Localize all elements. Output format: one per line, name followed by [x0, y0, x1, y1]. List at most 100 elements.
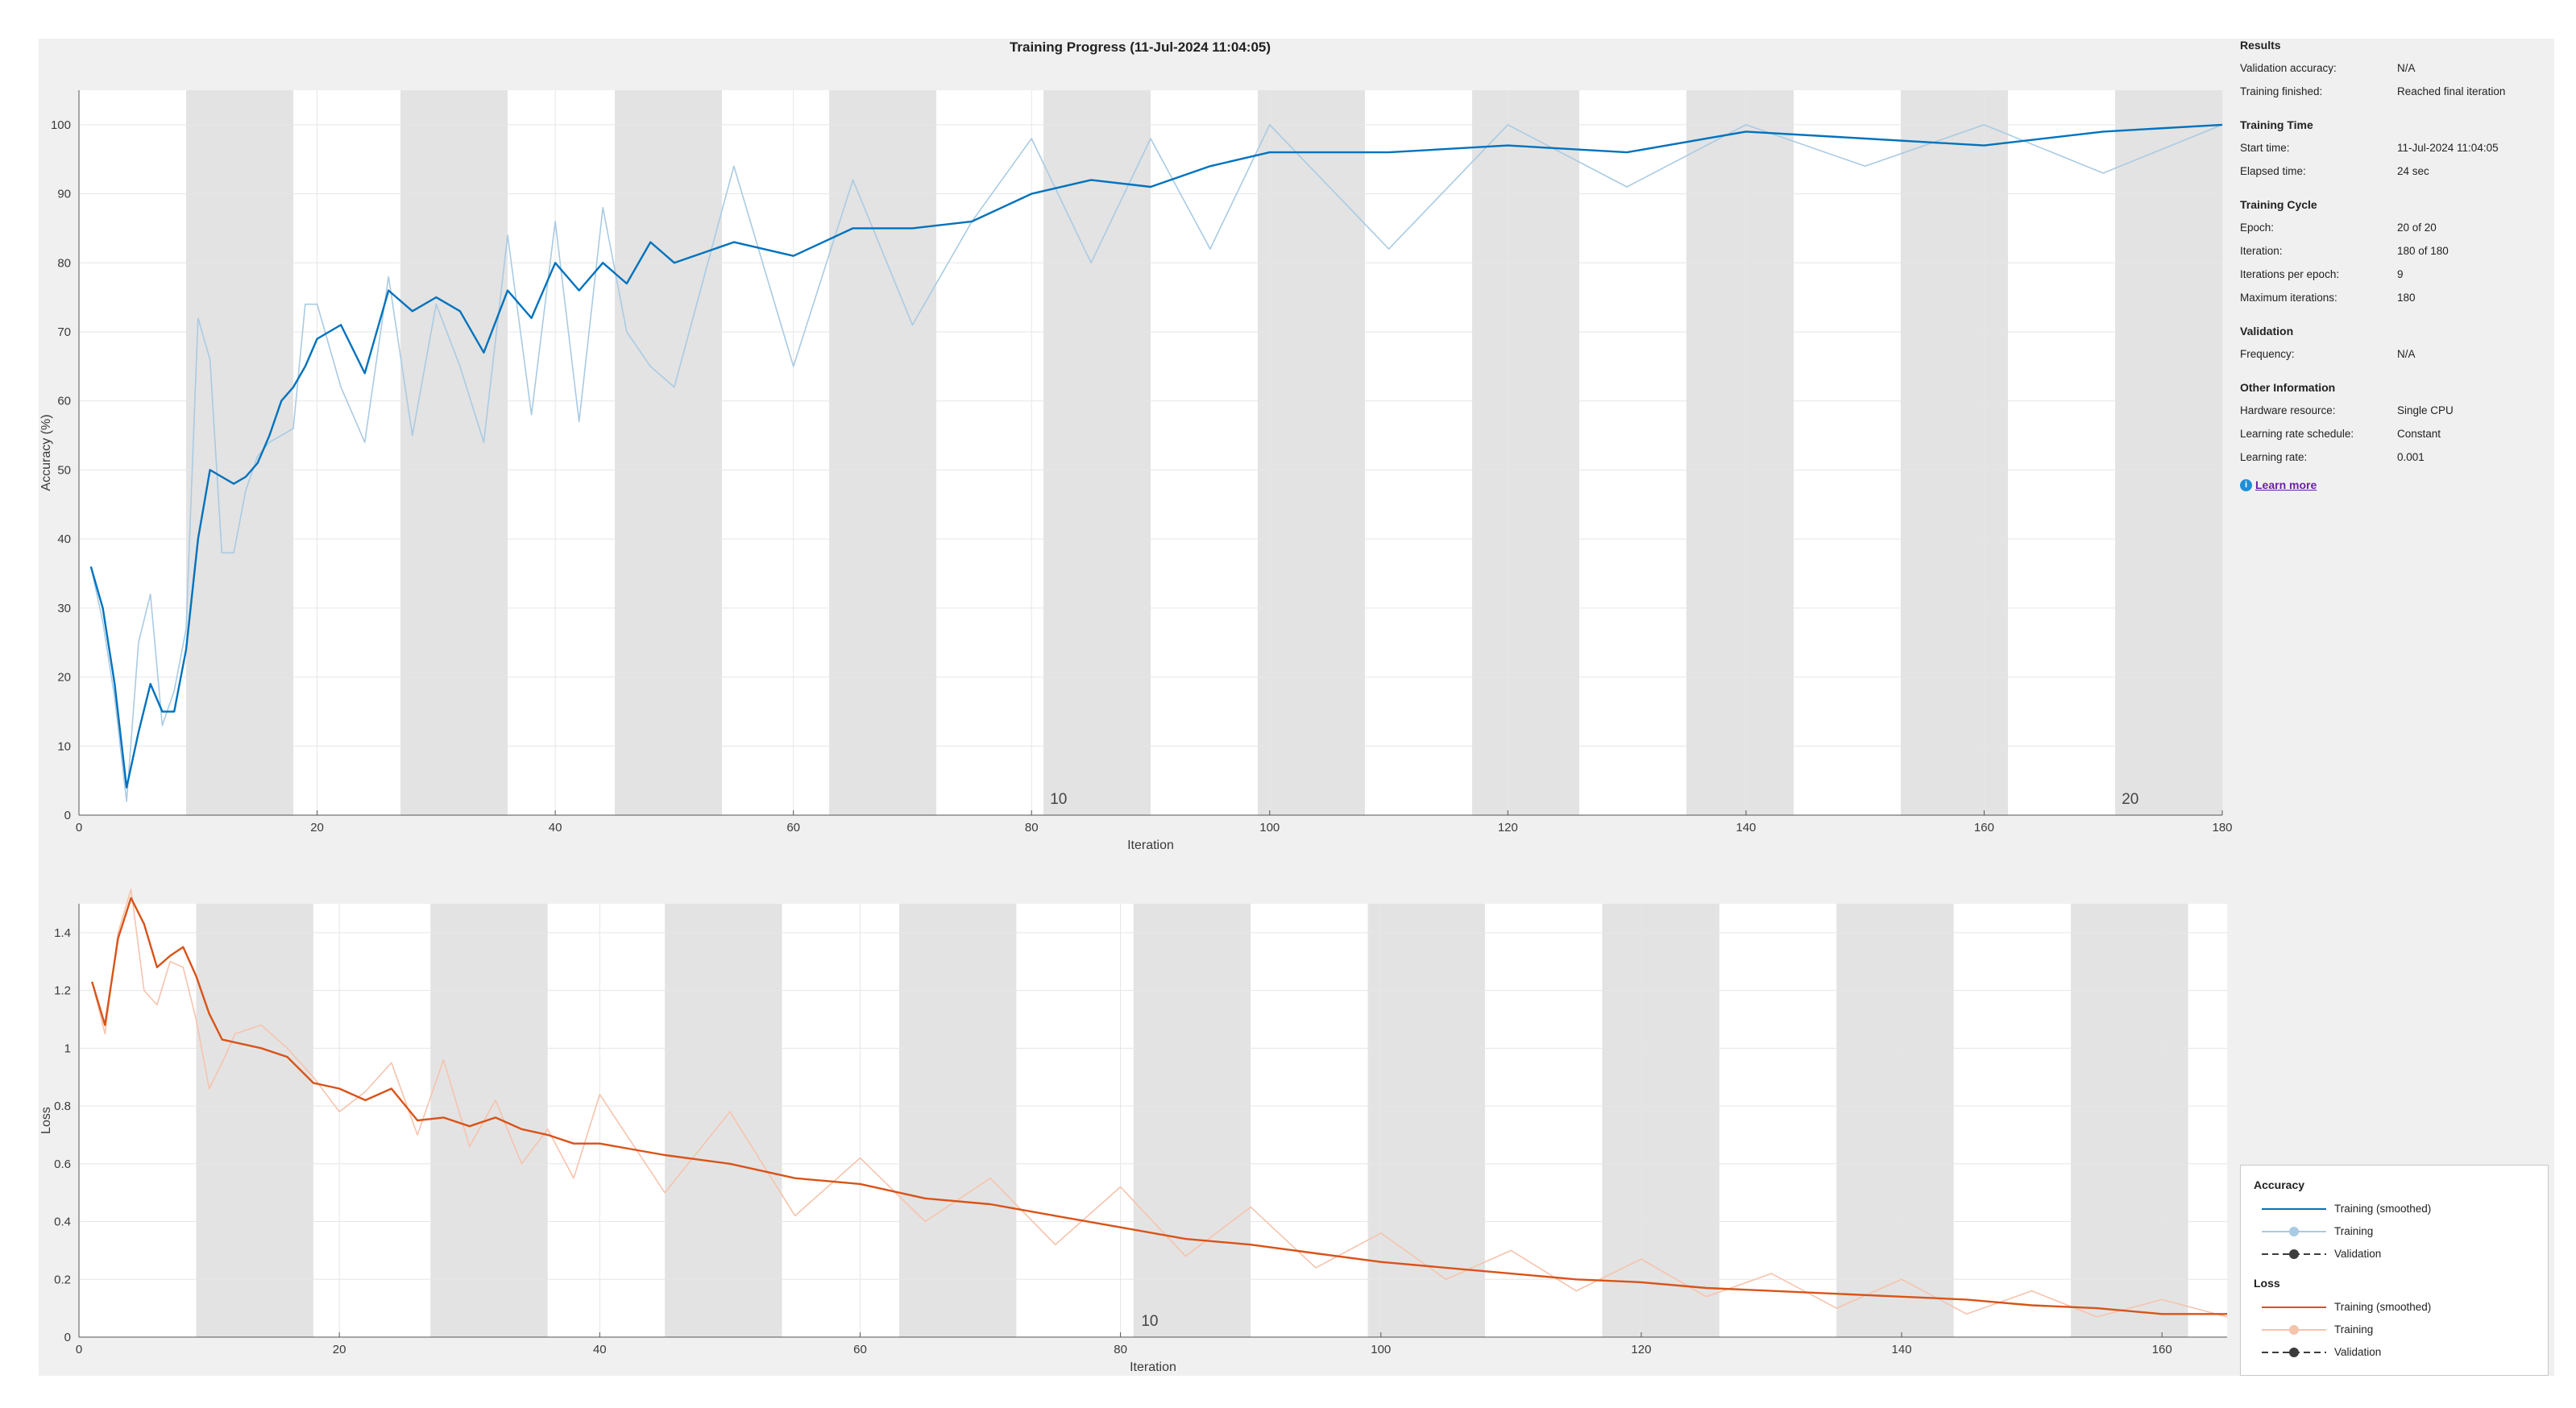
y-tick-label: 40	[57, 532, 71, 546]
legend-marker-swatch	[2262, 1227, 2326, 1236]
loss-training-smoothed-line	[91, 897, 2227, 1315]
epoch-band	[1602, 904, 1719, 1337]
info-label: Learning rate:	[2240, 451, 2308, 463]
x-tick-label: 160	[1974, 821, 1994, 834]
x-tick-label: 40	[549, 821, 562, 834]
learn-more-link-row: i Learn more	[2240, 478, 2317, 491]
legend-entry-label: Training (smoothed)	[2334, 1301, 2432, 1313]
epoch-band	[898, 904, 1017, 1337]
info-value: 11-Jul-2024 11:04:05	[2397, 142, 2499, 154]
epoch-band	[829, 90, 936, 815]
info-value: 20 of 20	[2397, 222, 2437, 234]
loss-training-line	[91, 888, 2228, 1318]
legend-line-swatch	[2262, 1307, 2326, 1308]
y-tick-label: 20	[57, 671, 71, 685]
info-value: Single CPU	[2397, 404, 2454, 416]
x-tick-label: 60	[853, 1343, 867, 1356]
x-tick-label: 0	[76, 821, 82, 834]
legend-validation-swatch	[2262, 1249, 2326, 1259]
info-value: N/A	[2397, 348, 2416, 360]
x-tick-label: 160	[2152, 1343, 2172, 1356]
info-label: Hardware resource:	[2240, 404, 2336, 416]
y-tick-label: 0.2	[54, 1273, 71, 1286]
x-tick-label: 180	[2212, 821, 2232, 834]
plots-area: Training Progress (11-Jul-2024 11:04:05)…	[39, 39, 2233, 1376]
x-tick-label: 80	[1025, 821, 1039, 834]
info-value: 24 sec	[2397, 165, 2429, 177]
legend-entry: Training	[2262, 1224, 2536, 1240]
info-label: Elapsed time:	[2240, 165, 2306, 177]
legend-entry-label: Validation	[2334, 1346, 2382, 1358]
x-tick-label: 60	[786, 821, 800, 834]
epoch-label: 10	[1141, 1313, 1158, 1330]
legend-entry-label: Validation	[2334, 1248, 2382, 1260]
x-tick-label: 80	[1114, 1343, 1127, 1356]
y-tick-label: 50	[57, 463, 71, 477]
y-tick-label: 0.4	[54, 1215, 71, 1229]
epoch-band	[1901, 90, 2008, 815]
epoch-band	[196, 904, 313, 1337]
legend-panel: Accuracy Training (smoothed) Training Valid…	[2240, 1165, 2549, 1376]
y-tick-label: 0.6	[54, 1157, 71, 1171]
x-axis-label: Iteration	[1130, 1360, 1176, 1374]
y-tick-label: 30	[57, 602, 71, 615]
epoch-band	[2071, 904, 2188, 1337]
x-tick-label: 100	[1259, 821, 1280, 834]
info-section-title: Validation	[2240, 325, 2294, 338]
y-tick-label: 70	[57, 325, 71, 339]
epoch-band	[1686, 90, 1794, 815]
legend-line-swatch	[2262, 1208, 2326, 1210]
info-label: Maximum iterations:	[2240, 292, 2337, 304]
info-value: 180	[2397, 292, 2416, 304]
legend-entry: Validation	[2262, 1344, 2536, 1360]
info-label: Validation accuracy:	[2240, 62, 2337, 74]
y-tick-label: 100	[51, 118, 71, 132]
epoch-label: 20	[2122, 791, 2138, 808]
legend-entry: Validation	[2262, 1246, 2536, 1262]
x-tick-label: 20	[310, 821, 324, 834]
epoch-band	[400, 90, 508, 815]
x-tick-label: 120	[1498, 821, 1518, 834]
y-tick-label: 1.4	[54, 926, 71, 940]
info-value: Reached final iteration	[2397, 85, 2506, 97]
info-panel: Results Validation accuracy: N/A Training f…	[2240, 39, 2546, 603]
info-label: Iterations per epoch:	[2240, 268, 2340, 280]
legend-entry: Training (smoothed)	[2262, 1299, 2536, 1315]
legend-entry: Training	[2262, 1322, 2536, 1338]
y-tick-label: 0.8	[54, 1099, 71, 1113]
legend-entry-label: Training	[2334, 1323, 2374, 1336]
learn-more-link[interactable]: Learn more	[2255, 478, 2317, 491]
epoch-band	[1133, 904, 1251, 1337]
training-plots: Training Progress (11-Jul-2024 11:04:05)…	[39, 39, 2233, 1374]
y-tick-label: 0	[64, 1331, 71, 1344]
y-tick-label: 90	[57, 188, 71, 201]
info-value: 0.001	[2397, 451, 2425, 463]
info-label: Epoch:	[2240, 222, 2275, 234]
y-tick-label: 80	[57, 256, 71, 270]
epoch-band	[615, 90, 722, 815]
legend-entry-label: Training	[2334, 1225, 2374, 1237]
accuracy-training-smoothed-line	[89, 123, 2223, 789]
epoch-band	[1043, 90, 1151, 815]
x-tick-label: 40	[593, 1343, 607, 1356]
x-axis-label: Iteration	[1127, 839, 1174, 852]
legend-entry: Training (smoothed)	[2262, 1201, 2536, 1217]
x-tick-label: 140	[1736, 821, 1756, 834]
loss-plot: 0 20 40 60 80 100 120 140 160 0 0.2 0.4 0.6 0.8 1 1.2 1.…	[39, 888, 2228, 1374]
epoch-band	[1258, 90, 1365, 815]
legend-validation-swatch	[2262, 1348, 2326, 1357]
y-tick-label: 10	[57, 739, 71, 753]
x-tick-label: 0	[76, 1343, 82, 1356]
x-tick-label: 120	[1631, 1343, 1651, 1356]
y-axis-label: Loss	[39, 1107, 53, 1134]
info-section-title: Training Cycle	[2240, 198, 2317, 211]
y-tick-label: 60	[57, 395, 71, 408]
info-section-title: Other Information	[2240, 381, 2336, 394]
legend-entry-label: Training (smoothed)	[2334, 1203, 2432, 1215]
epoch-band	[1836, 904, 1954, 1337]
legend-group-title: Loss	[2254, 1277, 2280, 1290]
x-tick-label: 20	[333, 1343, 346, 1356]
info-label: Learning rate schedule:	[2240, 428, 2354, 440]
info-value: 9	[2397, 268, 2404, 280]
legend-group-title: Accuracy	[2254, 1178, 2305, 1191]
